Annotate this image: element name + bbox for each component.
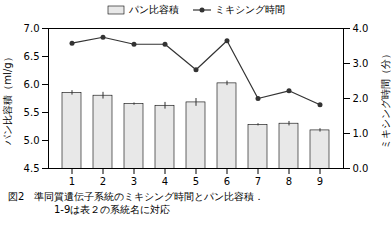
svg-text:7.0: 7.0 — [24, 23, 40, 34]
svg-text:4.5: 4.5 — [24, 163, 40, 174]
svg-text:3: 3 — [131, 176, 137, 187]
html-text:1-9は表２の系統名に対応: 1-9は表２の系統名に対応 — [54, 204, 171, 215]
svg-text:6.0: 6.0 — [24, 79, 40, 90]
svg-text:7: 7 — [255, 176, 261, 187]
svg-text:5: 5 — [193, 176, 199, 187]
svg-text:8: 8 — [286, 176, 292, 187]
svg-text:5.0: 5.0 — [24, 135, 40, 146]
svg-text:1.0: 1.0 — [353, 128, 369, 139]
svg-text:パン比容積（ml/g）: パン比容積（ml/g） — [2, 52, 13, 145]
html-text:図2 準同質遺伝子系統のミキシング時間とパン比容積．: 図2 準同質遺伝子系統のミキシング時間とパン比容積． — [8, 191, 265, 202]
svg-text:0.0: 0.0 — [353, 163, 369, 174]
svg-text:2: 2 — [100, 176, 106, 187]
svg-text:6.5: 6.5 — [24, 51, 40, 62]
svg-text:3.0: 3.0 — [353, 58, 369, 69]
svg-text:6: 6 — [224, 176, 230, 187]
svg-text:4: 4 — [162, 176, 168, 187]
svg-text:9: 9 — [317, 176, 323, 187]
html-text:ミキシング時間: ミキシング時間 — [214, 4, 285, 15]
svg-text:1: 1 — [69, 176, 75, 187]
html-text:パン比容積: パン比容積 — [128, 4, 179, 15]
svg-text:4.0: 4.0 — [353, 23, 369, 34]
svg-text:2.0: 2.0 — [353, 93, 369, 104]
svg-text:ミキシング時間（分）: ミキシング時間（分） — [380, 49, 391, 149]
svg-text:5.5: 5.5 — [24, 107, 40, 118]
